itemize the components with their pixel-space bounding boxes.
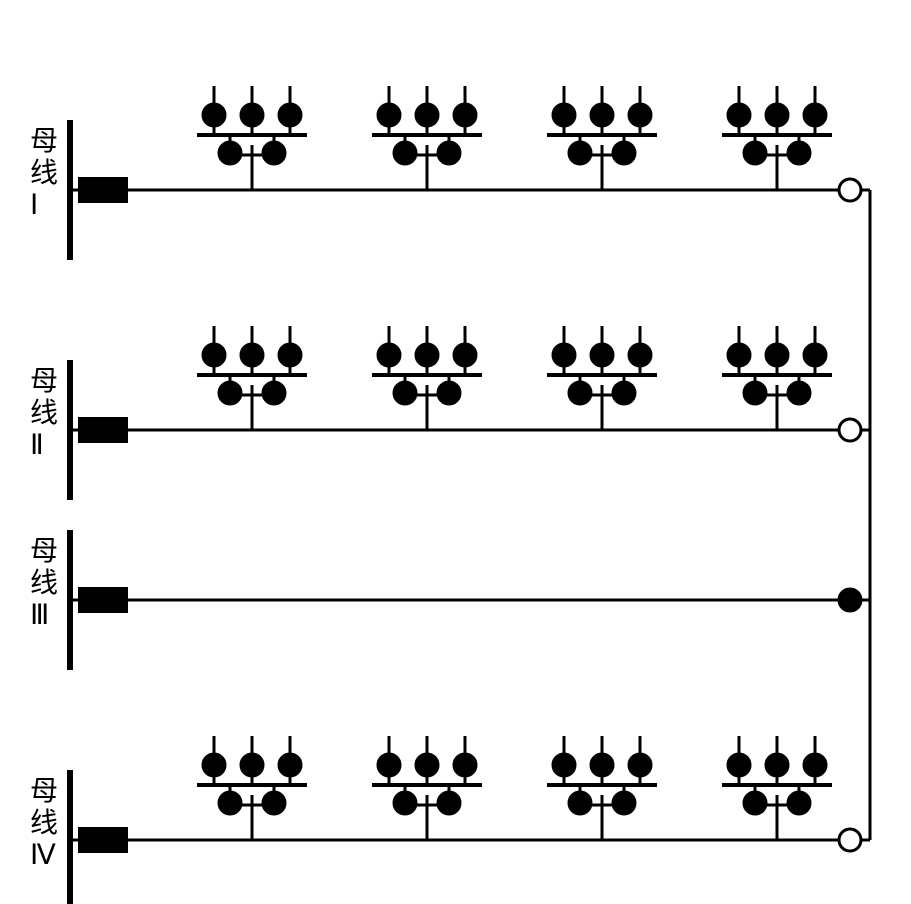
svg-text:线: 线 xyxy=(30,397,58,429)
svg-text:线: 线 xyxy=(30,807,58,839)
svg-text:母: 母 xyxy=(30,776,58,807)
svg-text:母: 母 xyxy=(30,366,58,397)
power-distribution-diagram: 母线Ⅰ母线Ⅱ母线Ⅲ母线Ⅳ xyxy=(0,0,911,904)
svg-text:Ⅲ: Ⅲ xyxy=(30,600,49,631)
svg-text:Ⅳ: Ⅳ xyxy=(30,840,56,871)
svg-text:Ⅰ: Ⅰ xyxy=(30,190,38,221)
svg-text:线: 线 xyxy=(30,157,58,189)
svg-text:Ⅱ: Ⅱ xyxy=(30,430,44,461)
svg-text:母: 母 xyxy=(30,536,58,567)
svg-text:线: 线 xyxy=(30,567,58,599)
svg-text:母: 母 xyxy=(30,126,58,157)
